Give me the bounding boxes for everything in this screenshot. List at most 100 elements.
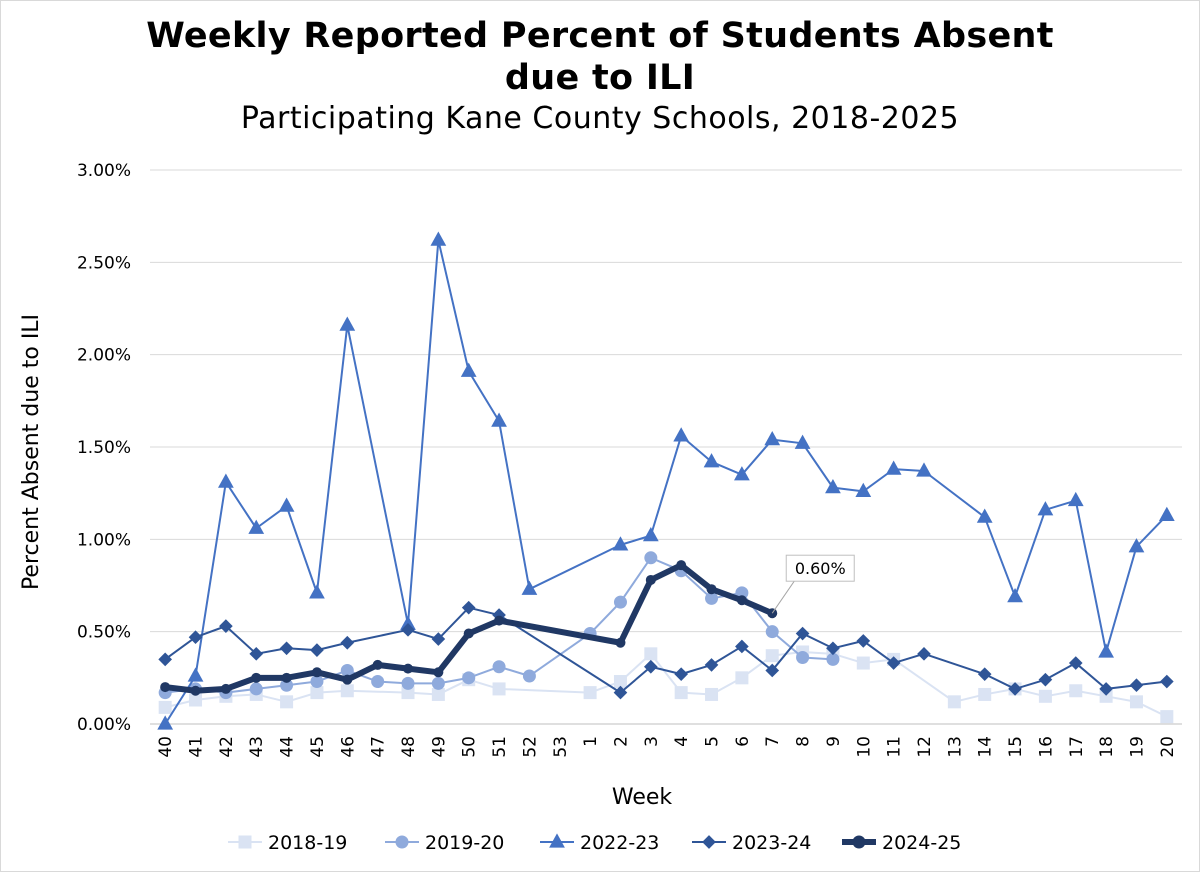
data-point-diamond xyxy=(340,635,355,650)
data-point-circle xyxy=(826,652,840,666)
y-tick-label: 2.50% xyxy=(77,253,131,273)
data-point-diamond xyxy=(1068,656,1083,670)
data-point-square xyxy=(401,686,415,700)
y-axis-label: Percent Absent due to ILI xyxy=(19,314,44,590)
x-axis-label: Week xyxy=(612,785,673,810)
series-2018-19 xyxy=(158,645,1174,724)
data-point-triangle xyxy=(794,434,811,449)
data-point-circle xyxy=(249,682,263,696)
data-point-circle xyxy=(613,595,627,609)
chart-title-line-1: Weekly Reported Percent of Students Abse… xyxy=(146,16,1054,56)
data-point-triangle xyxy=(218,473,234,488)
data-point-circle xyxy=(403,663,413,674)
data-point-circle xyxy=(311,667,322,678)
data-point-triangle xyxy=(339,316,356,331)
legend-label: 2019-20 xyxy=(425,832,504,854)
data-point-square xyxy=(978,687,992,701)
data-point-diamond xyxy=(1129,678,1144,693)
x-tick-label: 5 xyxy=(703,736,723,747)
data-point-square xyxy=(583,686,597,700)
x-tick-label: 16 xyxy=(1036,736,1056,758)
data-point-circle xyxy=(280,678,294,692)
data-point-triangle xyxy=(1128,538,1145,553)
data-point-circle xyxy=(371,675,385,689)
data-point-triangle xyxy=(1067,491,1084,507)
data-point-circle xyxy=(615,637,626,648)
data-point-square xyxy=(238,835,252,849)
x-tick-label: 13 xyxy=(945,736,965,758)
x-tick-label: 6 xyxy=(733,736,753,747)
data-point-diamond xyxy=(461,600,476,615)
data-point-circle xyxy=(676,560,687,571)
data-point-triangle xyxy=(673,427,690,442)
x-tick-label: 20 xyxy=(1158,736,1178,758)
y-axis-tick-labels: 0.00% 0.50% 1.00% 1.50% 2.00% 2.50% 3.00% xyxy=(77,161,131,735)
data-point-triangle xyxy=(734,466,750,481)
data-point-square xyxy=(1069,684,1083,698)
data-point-circle xyxy=(340,663,354,677)
data-label: 0.60% xyxy=(795,559,846,578)
legend-label: 2023-24 xyxy=(732,832,811,854)
data-point-square xyxy=(856,656,870,670)
data-point-diamond xyxy=(977,667,992,681)
y-tick-label: 1.00% xyxy=(77,530,131,550)
y-tick-label: 2.00% xyxy=(77,346,131,366)
series-2022-23 xyxy=(157,231,1175,730)
legend-item: 2018-19 xyxy=(228,832,347,854)
callout-box xyxy=(785,554,855,582)
data-point-diamond xyxy=(310,643,324,657)
x-tick-label: 11 xyxy=(885,736,905,758)
data-point-circle xyxy=(401,676,415,690)
x-tick-label: 2 xyxy=(611,736,631,747)
data-point-square xyxy=(189,693,203,707)
legend-item: 2024-25 xyxy=(842,832,961,854)
data-point-diamond xyxy=(702,835,716,849)
data-point-circle xyxy=(431,676,445,690)
data-point-diamond xyxy=(431,632,446,646)
x-tick-label: 1 xyxy=(581,736,601,747)
data-point-triangle xyxy=(248,519,265,534)
data-point-square xyxy=(1038,689,1052,703)
x-tick-label: 44 xyxy=(278,736,298,758)
data-point-square xyxy=(1129,695,1143,709)
x-tick-label: 42 xyxy=(217,736,237,758)
data-point-triangle xyxy=(703,453,720,468)
series-line xyxy=(164,239,1168,725)
data-point-circle xyxy=(342,674,353,685)
data-point-circle xyxy=(492,660,506,674)
data-point-triangle xyxy=(1098,643,1114,658)
x-tick-label: 8 xyxy=(794,736,814,747)
data-point-square xyxy=(1099,689,1113,703)
x-tick-label: 17 xyxy=(1067,736,1087,758)
data-point-triangle xyxy=(430,231,447,246)
x-tick-label: 3 xyxy=(642,736,662,747)
y-tick-label: 0.50% xyxy=(77,623,131,643)
data-point-circle xyxy=(395,835,409,849)
x-tick-label: 49 xyxy=(429,736,449,758)
data-point-triangle xyxy=(309,584,325,599)
legend-item: 2019-20 xyxy=(385,832,504,854)
y-tick-label: 3.00% xyxy=(77,161,131,181)
data-point-diamond xyxy=(917,647,931,661)
data-point-diamond xyxy=(765,663,780,678)
data-point-triangle xyxy=(521,580,538,595)
annotations: 0.60% xyxy=(771,554,855,614)
data-point-diamond xyxy=(188,630,203,645)
data-point-triangle xyxy=(1037,501,1054,516)
data-point-diamond xyxy=(886,656,901,670)
series-2024-25 xyxy=(160,560,778,696)
chart-title-line-2: due to ILI xyxy=(504,58,696,98)
data-point-triangle xyxy=(976,508,993,523)
data-point-circle xyxy=(433,667,444,678)
data-point-diamond xyxy=(735,639,749,654)
legend-item: 2023-24 xyxy=(692,832,811,854)
y-tick-label: 1.50% xyxy=(77,438,131,458)
legend-label: 2024-25 xyxy=(882,832,961,854)
data-point-square xyxy=(765,649,779,663)
data-point-circle xyxy=(706,584,717,595)
data-point-circle xyxy=(462,671,476,685)
series-lines xyxy=(157,231,1175,730)
data-point-square xyxy=(1160,710,1174,724)
data-point-triangle xyxy=(764,430,781,446)
data-point-circle xyxy=(852,835,866,849)
